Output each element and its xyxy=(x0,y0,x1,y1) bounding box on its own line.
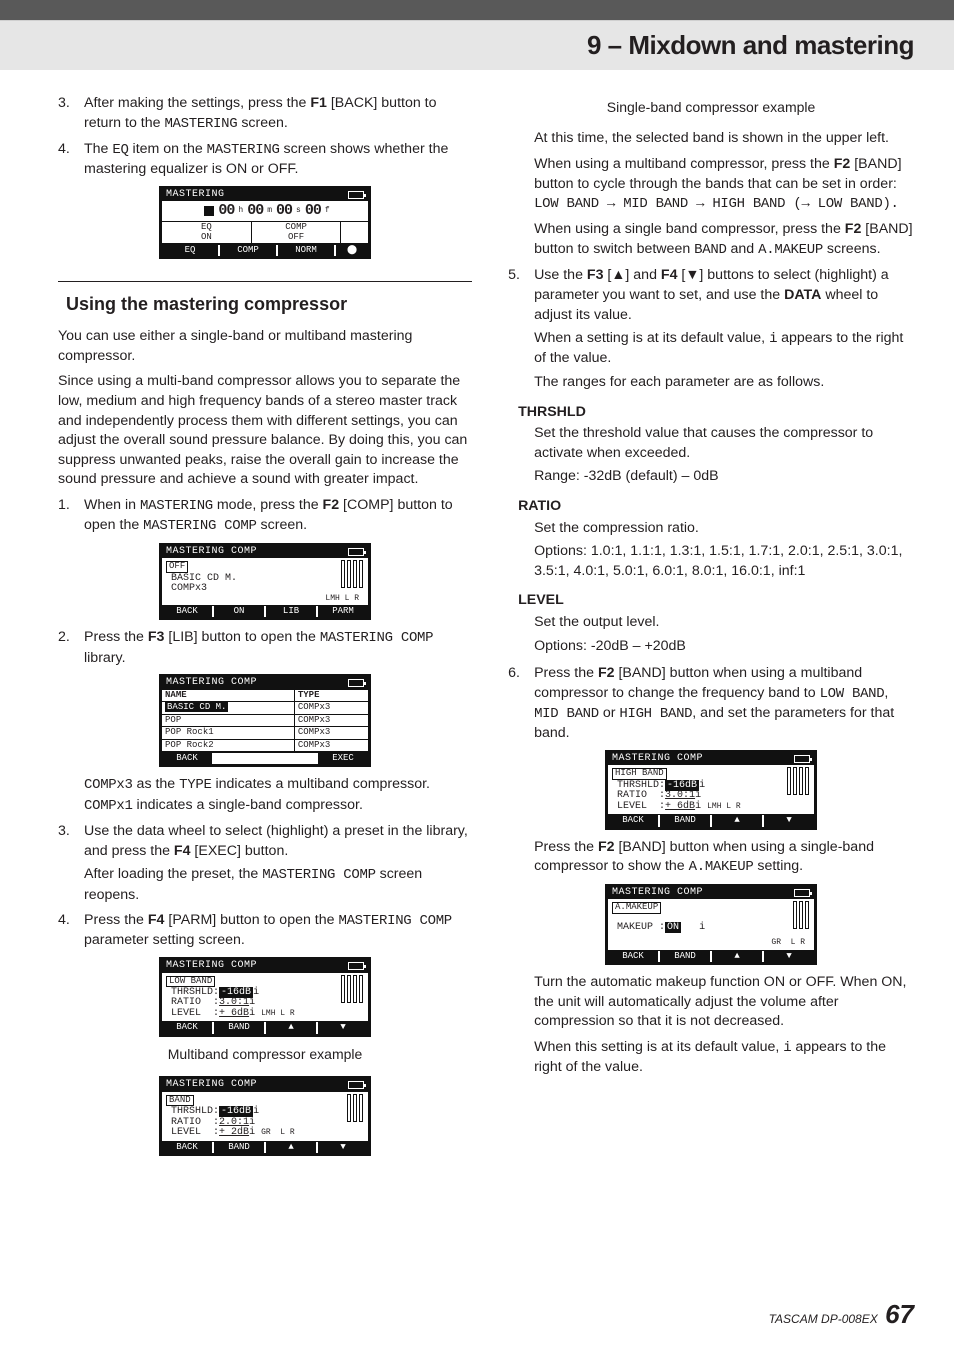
paragraph: When using a multiband compressor, press… xyxy=(508,155,914,215)
battery-icon xyxy=(794,755,810,763)
step-4: 4. The EQ item on the MASTERING screen s… xyxy=(58,140,472,180)
battery-icon xyxy=(348,1081,364,1089)
page-number: 67 xyxy=(885,1299,914,1329)
paragraph: Since using a multi-band compressor allo… xyxy=(58,372,472,490)
lcd-library-table: NAMETYPE BASIC CD M.COMPx3 POPCOMPx3 POP… xyxy=(162,690,368,752)
lcd: MASTERING COMP OFF BASIC CD M. COMPx3 LM… xyxy=(159,543,371,621)
lcd: MASTERING COMP HIGH BAND THRSHLD:-16dBi … xyxy=(605,750,817,830)
lcd-mastering-screen: MASTERING 00h 00m 00s 00f EQON COMPOFF E… xyxy=(58,186,472,260)
chapter-title: 9 – Mixdown and mastering xyxy=(587,30,914,61)
caption-singleband: Single-band compressor example xyxy=(508,98,914,117)
paragraph: When using a single band compressor, pre… xyxy=(508,220,914,260)
battery-icon xyxy=(794,889,810,897)
param-ratio-head: RATIO xyxy=(508,497,914,517)
lcd-titlebar: MASTERING xyxy=(162,189,368,202)
lcd-status-row: EQON COMPOFF xyxy=(162,222,368,244)
lcd-single-band: MASTERING COMP BAND THRSHLD:-16dBi RATIO… xyxy=(58,1076,472,1156)
paragraph: At this time, the selected band is shown… xyxy=(508,129,914,149)
step-number: 3. xyxy=(58,94,84,114)
param-level-head: LEVEL xyxy=(508,591,914,611)
battery-icon xyxy=(348,679,364,687)
paragraph: When this setting is at its default valu… xyxy=(508,1038,914,1078)
two-column-content: 3. After making the settings, press the … xyxy=(0,70,954,1174)
lcd: MASTERING COMP LOW BAND THRSHLD:-16dBi R… xyxy=(159,957,371,1037)
compx3-note: COMPx3 as the TYPE indicates a multiband… xyxy=(58,775,472,816)
lcd: MASTERING COMP BAND THRSHLD:-16dBi RATIO… xyxy=(159,1076,371,1156)
lcd-high-band: MASTERING COMP HIGH BAND THRSHLD:-16dBi … xyxy=(508,750,914,830)
paragraph: Press the F2 [BAND] button when using a … xyxy=(508,838,914,878)
left-column: 3. After making the settings, press the … xyxy=(58,94,472,1164)
step-3b: 3. Use the data wheel to select (highlig… xyxy=(58,822,472,905)
top-accent-bar xyxy=(0,0,954,20)
step-3: 3. After making the settings, press the … xyxy=(58,94,472,134)
page-footer: TASCAM DP-008EX 67 xyxy=(769,1299,914,1330)
lcd-comp-library: MASTERING COMP NAMETYPE BASIC CD M.COMPx… xyxy=(58,674,472,767)
softkey-rec-icon: ⬤ xyxy=(336,245,368,256)
step-text: The EQ item on the MASTERING screen show… xyxy=(84,140,472,180)
footer-brand: TASCAM DP-008EX xyxy=(769,1312,878,1326)
lcd: MASTERING 00h 00m 00s 00f EQON COMPOFF E… xyxy=(159,186,371,260)
chapter-header: 9 – Mixdown and mastering xyxy=(0,20,954,70)
battery-icon xyxy=(348,191,364,199)
softkey: COMP xyxy=(220,245,278,256)
paragraph: You can use either a single-band or mult… xyxy=(58,327,472,366)
lcd-comp-off: MASTERING COMP OFF BASIC CD M. COMPx3 LM… xyxy=(58,543,472,621)
step-number: 4. xyxy=(58,140,84,160)
step-5: 5. Use the F3 [▲] and F4 [▼] buttons to … xyxy=(508,266,914,392)
step-6: 6. Press the F2 [BAND] button when using… xyxy=(508,664,914,744)
lcd-low-band: MASTERING COMP LOW BAND THRSHLD:-16dBi R… xyxy=(58,957,472,1037)
lcd-softkeys: EQ COMP NORM ⬤ xyxy=(162,244,368,256)
battery-icon xyxy=(348,548,364,556)
lcd-time-row: 00h 00m 00s 00f xyxy=(162,201,368,222)
section-divider xyxy=(58,281,472,282)
stop-icon xyxy=(204,206,214,216)
lcd-amakeup: MASTERING COMP A.MAKEUP MAKEUP :ON i GR … xyxy=(508,884,914,965)
softkey: EQ xyxy=(162,245,220,256)
step-4b: 4. Press the F4 [PARM] button to open th… xyxy=(58,911,472,951)
caption-multiband: Multiband compressor example xyxy=(58,1045,472,1064)
lcd: MASTERING COMP NAMETYPE BASIC CD M.COMPx… xyxy=(159,674,371,767)
step-2: 2. Press the F3 [LIB] button to open the… xyxy=(58,628,472,668)
battery-icon xyxy=(348,962,364,970)
section-heading: Using the mastering compressor xyxy=(66,292,472,317)
step-text: After making the settings, press the F1 … xyxy=(84,94,472,134)
right-column: Single-band compressor example At this t… xyxy=(508,94,914,1164)
paragraph: Turn the automatic makeup function ON or… xyxy=(508,973,914,1032)
param-thrshld-head: THRSHLD xyxy=(508,403,914,423)
step-1: 1. When in MASTERING mode, press the F2 … xyxy=(58,496,472,537)
lcd: MASTERING COMP A.MAKEUP MAKEUP :ON i GR … xyxy=(605,884,817,965)
softkey: NORM xyxy=(278,245,336,256)
